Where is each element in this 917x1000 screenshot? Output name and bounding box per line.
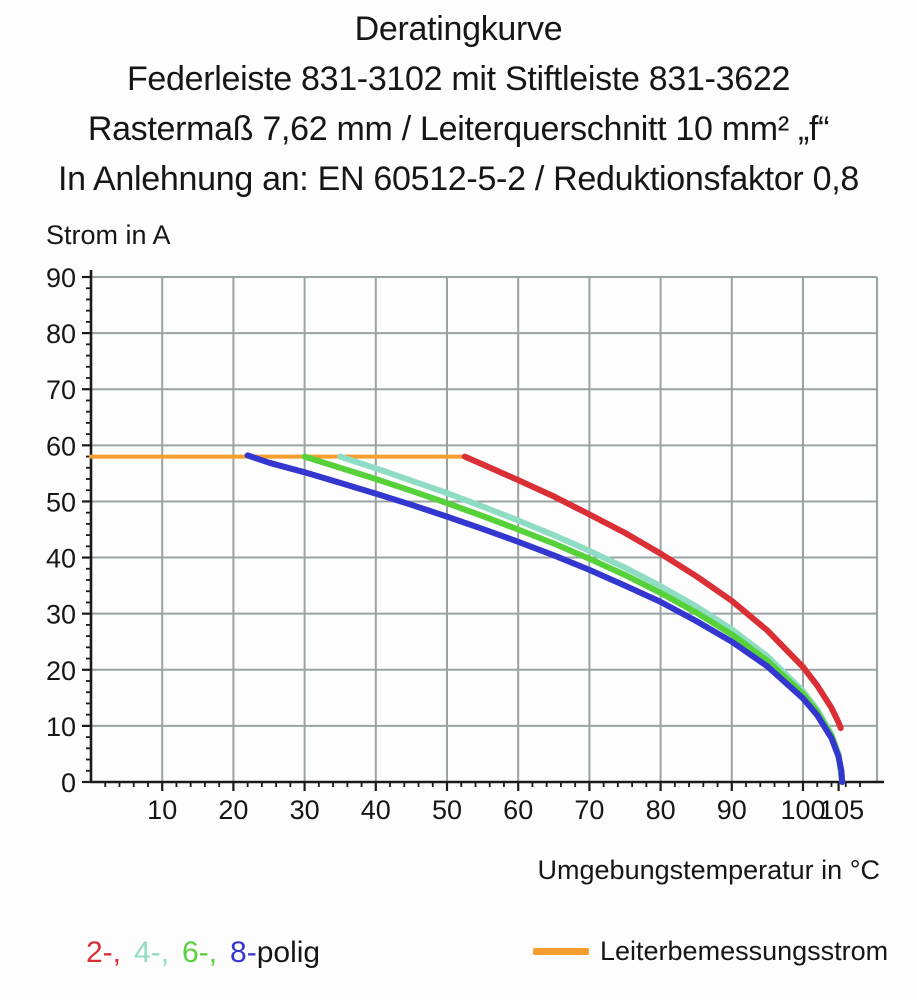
legend-pole-2: 2-, — [86, 936, 122, 969]
svg-text:80: 80 — [646, 795, 676, 825]
title-block: Deratingkurve Federleiste 831-3102 mit S… — [0, 4, 917, 204]
svg-text:90: 90 — [717, 795, 747, 825]
svg-text:20: 20 — [218, 795, 248, 825]
legend-poles: 2-, 4-, 6-, 8-polig — [86, 936, 320, 970]
svg-text:40: 40 — [46, 544, 76, 574]
svg-text:20: 20 — [46, 656, 76, 686]
legend-pole-8: 8- — [230, 936, 257, 969]
chart-subtitle-pitch: Rastermaß 7,62 mm / Leiterquerschnitt 10… — [87, 110, 830, 148]
svg-text:50: 50 — [432, 795, 462, 825]
x-axis-title: Umgebungstemperatur in °C — [537, 855, 880, 885]
svg-text:50: 50 — [46, 487, 76, 517]
legend-pole-6: 6-, — [182, 936, 218, 969]
svg-text:80: 80 — [46, 319, 76, 349]
svg-text:70: 70 — [574, 795, 604, 825]
y-axis-title: Strom in A — [46, 220, 171, 250]
rated-current-line-swatch — [533, 948, 589, 955]
rated-current-label: Leiterbemessungsstrom — [600, 936, 889, 966]
chart-title: Deratingkurve — [354, 10, 563, 48]
legend-pole-suffix: polig — [256, 936, 321, 969]
svg-text:10: 10 — [147, 795, 177, 825]
svg-text:105: 105 — [819, 795, 864, 825]
svg-text:60: 60 — [503, 795, 533, 825]
svg-text:0: 0 — [61, 768, 76, 798]
svg-text:30: 30 — [46, 600, 76, 630]
svg-text:30: 30 — [290, 795, 320, 825]
rated-current-legend: Leiterbemessungsstrom — [533, 936, 888, 967]
chart-subtitle-parts: Federleiste 831-3102 mit Stiftleiste 831… — [126, 60, 791, 98]
svg-text:60: 60 — [46, 431, 76, 461]
svg-text:10: 10 — [46, 712, 76, 742]
svg-text:90: 90 — [46, 263, 76, 293]
svg-text:100: 100 — [780, 795, 825, 825]
svg-text:70: 70 — [46, 375, 76, 405]
svg-text:40: 40 — [361, 795, 391, 825]
legend-pole-4: 4-, — [134, 936, 170, 969]
chart-subtitle-norm: In Anlehnung an: EN 60512-5-2 / Reduktio… — [58, 160, 859, 198]
